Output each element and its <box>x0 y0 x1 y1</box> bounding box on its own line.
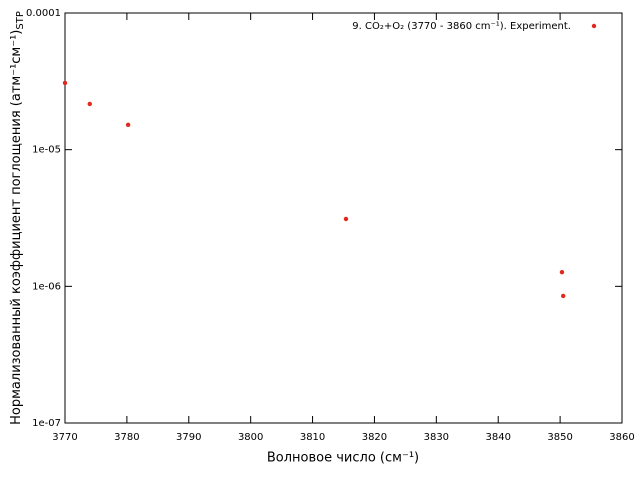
data-point <box>62 80 68 86</box>
plot-frame <box>64 12 623 424</box>
y-axis-label-subscript: STP <box>15 11 26 30</box>
data-point <box>125 122 131 128</box>
x-tick-label: 3800 <box>238 432 263 443</box>
y-axis-label-main: Нормализованный коэффициент поглощения (… <box>9 30 24 425</box>
x-tick-label: 3770 <box>52 432 77 443</box>
y-axis-label: Нормализованный коэффициент поглощения (… <box>9 11 27 425</box>
legend-label: 9. CO₂+O₂ (3770 - 3860 cm⁻¹). Experiment… <box>352 21 571 32</box>
legend-marker <box>591 23 597 29</box>
y-tick-label: 0.0001 <box>26 8 61 19</box>
y-tick-label: 1e-05 <box>32 145 61 156</box>
y-tick-label: 1e-06 <box>32 281 61 292</box>
x-tick-label: 3840 <box>485 432 510 443</box>
x-tick-label: 3860 <box>609 432 634 443</box>
x-tick-label: 3810 <box>300 432 325 443</box>
x-tick-label: 3830 <box>424 432 449 443</box>
x-tick-label: 3820 <box>362 432 387 443</box>
data-point <box>343 216 349 222</box>
data-point <box>561 293 566 299</box>
x-tick-label: 3780 <box>114 432 139 443</box>
x-axis-label: Волновое число (см⁻¹) <box>267 451 419 466</box>
x-tick-label: 3850 <box>547 432 572 443</box>
data-point <box>559 269 565 275</box>
data-point <box>87 101 92 107</box>
x-tick-label: 3790 <box>176 432 201 443</box>
y-tick-label: 1e-07 <box>32 418 61 429</box>
